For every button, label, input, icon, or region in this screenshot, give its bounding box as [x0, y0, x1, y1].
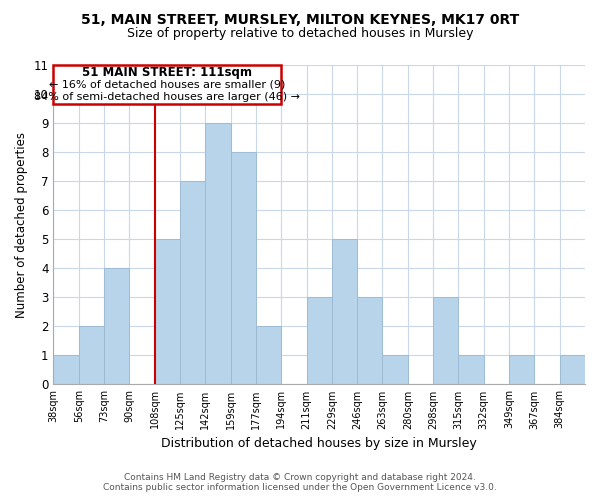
Text: 84% of semi-detached houses are larger (46) →: 84% of semi-detached houses are larger (…	[34, 92, 301, 102]
Bar	[357, 298, 382, 384]
Y-axis label: Number of detached properties: Number of detached properties	[15, 132, 28, 318]
Bar	[332, 239, 357, 384]
Bar	[509, 356, 535, 384]
Bar	[180, 181, 205, 384]
Bar	[155, 239, 180, 384]
FancyBboxPatch shape	[53, 65, 281, 104]
Text: 51 MAIN STREET: 111sqm: 51 MAIN STREET: 111sqm	[82, 66, 253, 80]
Text: ← 16% of detached houses are smaller (9): ← 16% of detached houses are smaller (9)	[49, 80, 286, 90]
Bar	[382, 356, 408, 384]
Bar	[205, 123, 230, 384]
X-axis label: Distribution of detached houses by size in Mursley: Distribution of detached houses by size …	[161, 437, 477, 450]
Bar	[230, 152, 256, 384]
Text: Contains HM Land Registry data © Crown copyright and database right 2024.
Contai: Contains HM Land Registry data © Crown c…	[103, 473, 497, 492]
Bar	[79, 326, 104, 384]
Bar	[53, 356, 79, 384]
Bar	[307, 298, 332, 384]
Text: 51, MAIN STREET, MURSLEY, MILTON KEYNES, MK17 0RT: 51, MAIN STREET, MURSLEY, MILTON KEYNES,…	[81, 12, 519, 26]
Bar	[458, 356, 484, 384]
Bar	[256, 326, 281, 384]
Bar	[433, 298, 458, 384]
Bar	[560, 356, 585, 384]
Bar	[104, 268, 130, 384]
Text: Size of property relative to detached houses in Mursley: Size of property relative to detached ho…	[127, 28, 473, 40]
